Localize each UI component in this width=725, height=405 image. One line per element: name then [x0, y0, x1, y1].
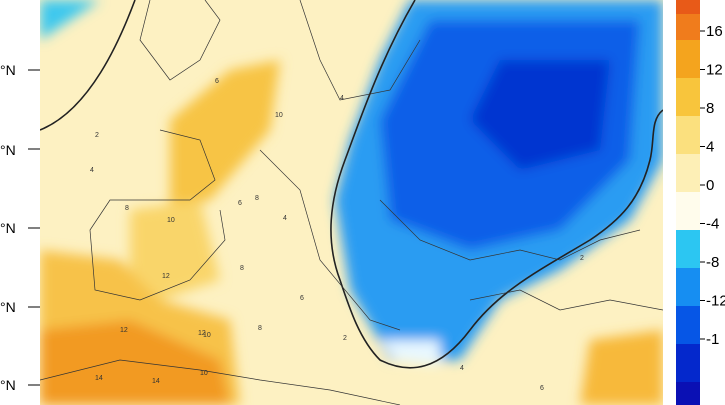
colorbar-label: 12: [706, 62, 723, 79]
lat-label: °N: [0, 299, 16, 315]
colorbar-label: -1: [706, 331, 719, 348]
lat-label: °N: [0, 220, 16, 236]
contour-label: 4: [283, 215, 287, 222]
contour-label: 4: [460, 365, 464, 372]
colorbar: 16 12 8 4 0 -4 -8 -12 -1: [676, 0, 725, 405]
coastlines: [40, 0, 663, 405]
contour-label: 2: [343, 335, 347, 342]
colorbar-label: 8: [706, 100, 714, 117]
lat-label: °N: [0, 62, 16, 78]
contour-label: 8: [240, 265, 244, 272]
contour-label: 10: [167, 217, 175, 224]
contour-label: 10: [200, 370, 208, 377]
contour-label: 8: [258, 325, 262, 332]
colorbar-label: 0: [706, 177, 714, 194]
colorbar-label: -12: [706, 293, 725, 310]
contour-label: 6: [540, 385, 544, 392]
contour-label: 6: [300, 295, 304, 302]
contour-label: 12: [162, 273, 170, 280]
contour-label: 14: [152, 378, 160, 385]
contour-label: 12: [198, 330, 206, 337]
contour-label: 12: [120, 327, 128, 334]
contour-label: 10: [275, 112, 283, 119]
lat-labels: °N °N °N °N °N: [0, 62, 16, 393]
contour-label: 6: [215, 78, 219, 85]
contour-label: 6: [238, 200, 242, 207]
contour-label: 8: [125, 205, 129, 212]
lat-label: °N: [0, 142, 16, 158]
colorbar-label: 4: [706, 139, 714, 156]
colorbar-label: -4: [706, 216, 719, 233]
contour-label: 4: [90, 167, 94, 174]
lat-label: °N: [0, 377, 16, 393]
contour-label: 8: [255, 195, 259, 202]
contour-label: 14: [95, 375, 103, 382]
contour-label: 2: [580, 255, 584, 262]
contour-label: 4: [340, 95, 344, 102]
contour-zero: [40, 0, 663, 369]
colorbar-label: 16: [706, 23, 723, 40]
map-area: [40, 0, 663, 405]
lat-ticks: [28, 69, 40, 386]
contour-label: 2: [95, 132, 99, 139]
colorbar-label: -8: [706, 254, 719, 271]
contour-label: 10: [203, 332, 211, 339]
